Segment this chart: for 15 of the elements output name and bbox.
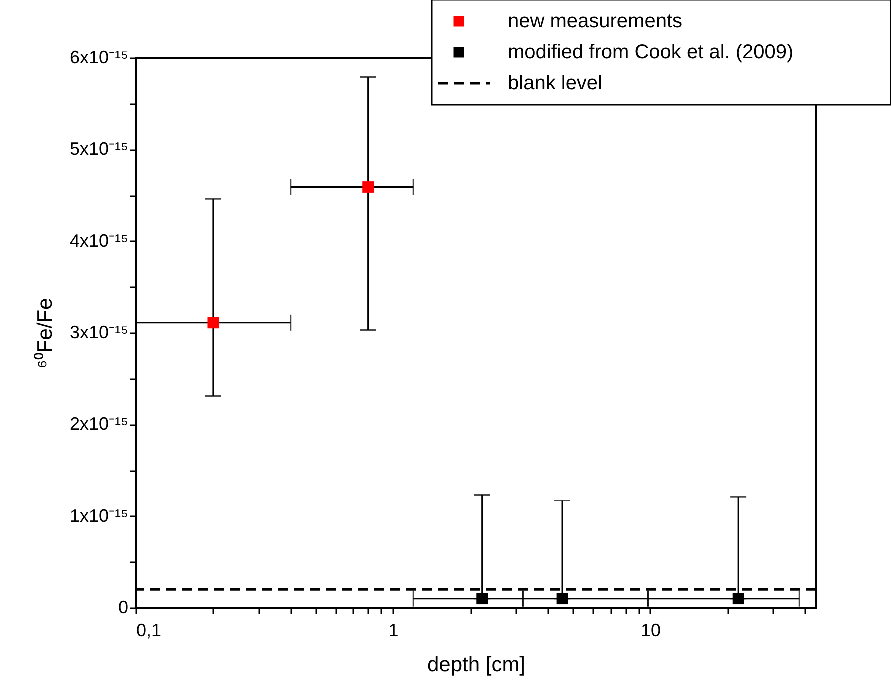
y-tick-label: 6x10⁻¹⁵ xyxy=(70,48,128,68)
x-tick-label: 0,1 xyxy=(136,620,162,640)
legend-label: blank level xyxy=(508,72,603,94)
y-tick-label: 0 xyxy=(118,598,128,618)
y-tick-label: 4x10⁻¹⁵ xyxy=(70,230,128,251)
y-tick-label: 1x10⁻¹⁵ xyxy=(70,506,128,526)
y-tick-label: 3x10⁻¹⁵ xyxy=(70,322,128,342)
y-tick-label: 5x10⁻¹⁵ xyxy=(70,139,128,160)
y-axis-title: ⁶⁰Fe/Fe xyxy=(34,298,58,369)
x-tick-label: 10 xyxy=(640,620,661,640)
y-tick-label: 2x10⁻¹⁵ xyxy=(70,414,128,434)
x-axis-title: depth [cm] xyxy=(427,654,526,676)
x-tick-label: 1 xyxy=(388,620,399,640)
legend-label: modified from Cook et al. (2009) xyxy=(508,42,794,64)
legend-label: new measurements xyxy=(508,10,683,32)
